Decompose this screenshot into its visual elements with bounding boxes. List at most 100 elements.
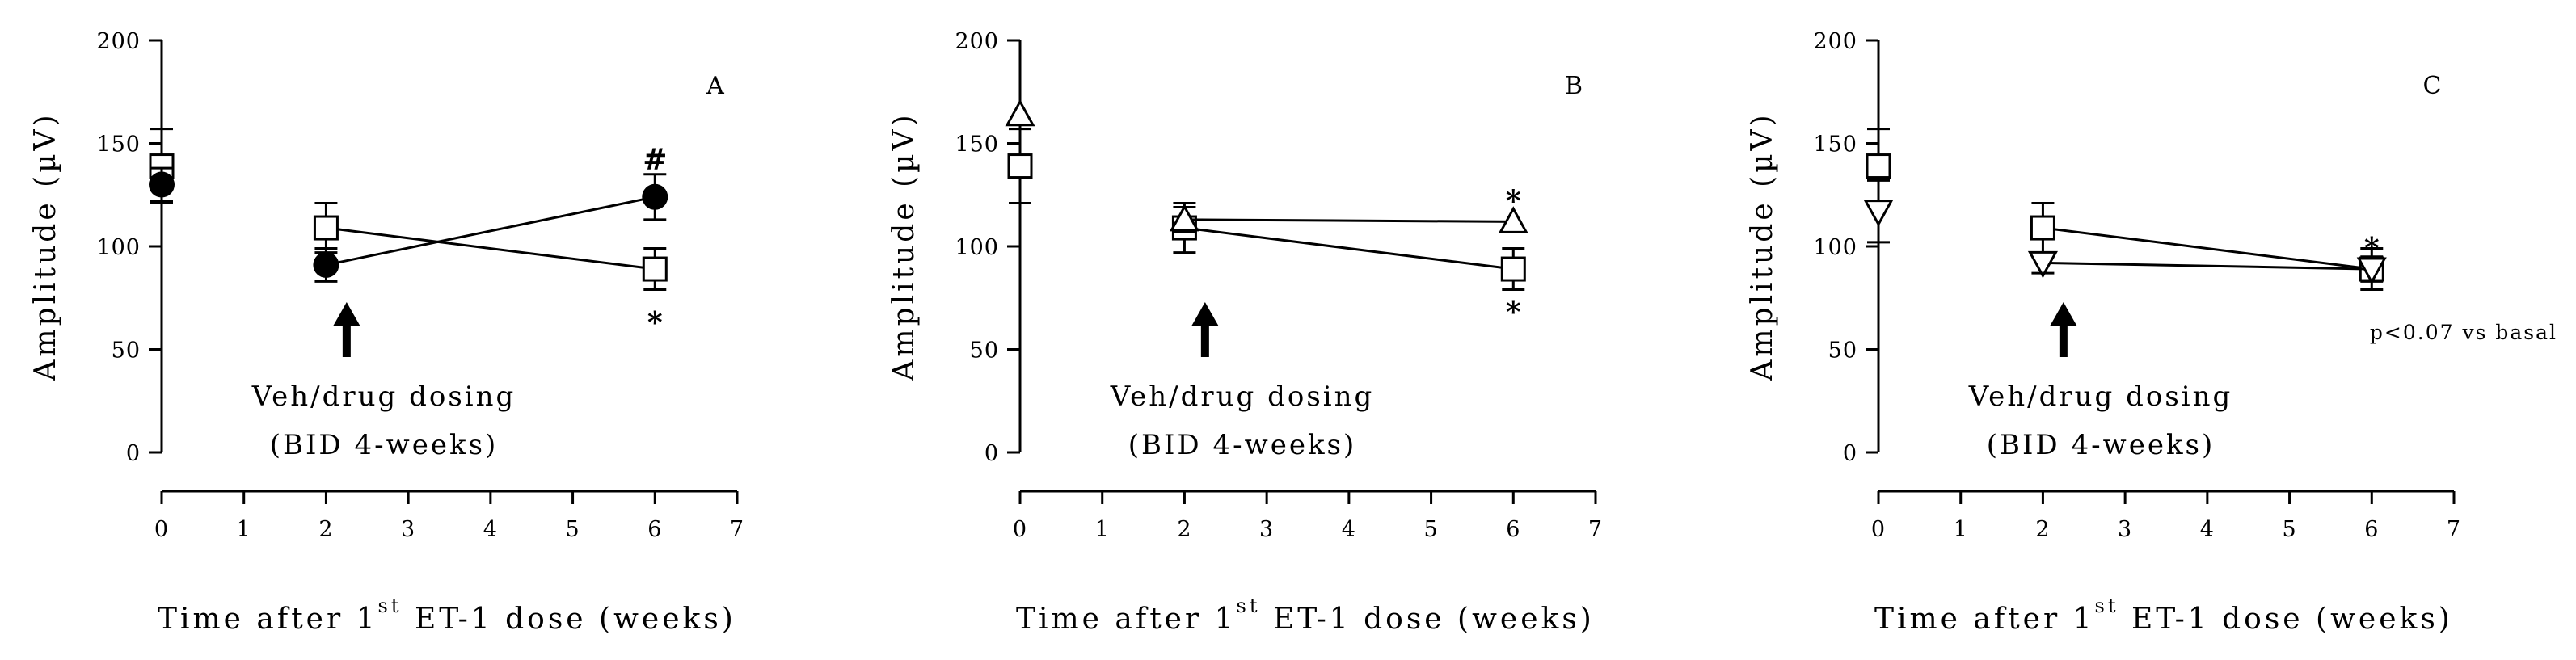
series-line xyxy=(326,226,656,271)
y-tick-label: 50 xyxy=(970,338,999,364)
x-tick-label: 2 xyxy=(318,517,333,542)
y-axis-label: Amplitude (µV) xyxy=(887,111,921,381)
dosing-arrow-head xyxy=(1191,302,1219,326)
x-tick-label: 7 xyxy=(730,517,744,542)
dosing-text: Veh/drug dosing xyxy=(1968,380,2233,413)
dosing-duration-text: (BID 4-weeks) xyxy=(1987,429,2216,461)
x-tick-label: 4 xyxy=(1342,517,1356,542)
x-axis-label-part: Time after 1 xyxy=(1874,603,2095,636)
significance-marker: * xyxy=(1506,184,1521,218)
y-tick-label: 100 xyxy=(1813,235,1857,260)
y-tick-label: 50 xyxy=(112,338,141,364)
data-point xyxy=(642,183,668,210)
x-tick-label: 5 xyxy=(1423,517,1438,542)
significance-marker: * xyxy=(647,305,663,339)
dosing-text: Veh/drug dosing xyxy=(1110,380,1375,413)
series-line xyxy=(2043,226,2372,271)
series-triangle-down-open xyxy=(1863,179,2387,285)
x-tick-label: 1 xyxy=(1954,517,1968,542)
y-tick-label: 200 xyxy=(96,29,141,54)
y-tick-label: 100 xyxy=(96,235,141,260)
x-axis-label-superscript: st xyxy=(378,595,403,617)
series-square-open xyxy=(1007,128,1526,292)
data-point xyxy=(1500,256,1526,282)
x-tick-label: 0 xyxy=(154,517,169,542)
y-tick-label: 200 xyxy=(955,29,999,54)
x-tick-label: 4 xyxy=(483,517,498,542)
data-point xyxy=(313,251,339,278)
x-tick-label: 3 xyxy=(401,517,415,542)
y-tick-label: 200 xyxy=(1813,29,1857,54)
y-tick-label: 150 xyxy=(96,132,141,158)
dosing-text: Veh/drug dosing xyxy=(251,380,516,413)
y-tick-label: 0 xyxy=(984,441,999,466)
y-tick-label: 0 xyxy=(126,441,141,466)
x-axis-label: Time after 1st ET-1 dose (weeks) xyxy=(1874,595,2453,636)
x-tick-label: 2 xyxy=(1177,517,1191,542)
x-tick-label: 0 xyxy=(1013,517,1027,542)
x-axis-label-superscript: st xyxy=(1237,595,1261,617)
y-tick-label: 100 xyxy=(955,235,999,260)
dosing-arrow-shaft xyxy=(1200,323,1209,357)
x-tick-label: 3 xyxy=(2118,517,2132,542)
dosing-duration-text: (BID 4-weeks) xyxy=(270,429,499,461)
panel-a: 0 50 100 150 200 0 1 2 3 4 5 6 7 Amplitude (µV) Time a… xyxy=(29,29,744,636)
x-axis-label-part: ET-1 dose (weeks) xyxy=(403,603,736,636)
y-tick-label: 150 xyxy=(955,132,999,158)
dosing-duration-text: (BID 4-weeks) xyxy=(1128,429,1357,461)
x-tick-label: 2 xyxy=(2035,517,2050,542)
data-point xyxy=(2030,215,2055,241)
x-tick-label: 6 xyxy=(2364,517,2379,542)
series-line xyxy=(1184,226,1514,271)
significance-marker: # xyxy=(643,143,667,177)
x-axis-label-superscript: st xyxy=(2095,595,2119,617)
panel-label: B xyxy=(1565,72,1583,100)
data-point xyxy=(1863,200,1894,227)
x-axis-label-part: ET-1 dose (weeks) xyxy=(2119,603,2453,636)
x-tick-label: 1 xyxy=(237,517,251,542)
x-axis-label: Time after 1st ET-1 dose (weeks) xyxy=(1016,595,1595,636)
x-tick-label: 1 xyxy=(1095,517,1110,542)
x-tick-label: 6 xyxy=(1506,517,1520,542)
series-line xyxy=(1184,218,1514,223)
panel-c: 0 50 100 150 200 0 1 2 3 4 5 6 7 Amplitude (µV) Time a… xyxy=(1746,29,2557,636)
data-point xyxy=(642,256,668,282)
data-point xyxy=(1169,204,1199,232)
significance-marker: * xyxy=(2364,232,2380,266)
series-triangle-up-open xyxy=(1005,99,1528,233)
data-point xyxy=(2027,250,2058,279)
x-tick-label: 0 xyxy=(1871,517,1886,542)
dosing-arrow-head xyxy=(2049,302,2077,326)
y-tick-label: 150 xyxy=(1813,132,1857,158)
panel-label: C xyxy=(2423,72,2442,100)
dosing-arrow-head xyxy=(332,302,360,326)
significance-marker: * xyxy=(1506,296,1521,330)
x-tick-label: 4 xyxy=(2200,517,2215,542)
series-line xyxy=(2043,261,2372,271)
panel-label: A xyxy=(706,72,724,100)
y-tick-label: 50 xyxy=(1828,338,1857,364)
panel-b: 0 50 100 150 200 0 1 2 3 4 5 6 7 Amplitude (µV) Time a… xyxy=(887,29,1603,636)
x-tick-label: 3 xyxy=(1259,517,1274,542)
data-point xyxy=(149,171,175,198)
x-axis-label-part: Time after 1 xyxy=(1016,603,1237,636)
x-axis-label-part: ET-1 dose (weeks) xyxy=(1261,603,1595,636)
data-point xyxy=(1005,99,1035,127)
x-tick-label: 6 xyxy=(647,517,662,542)
x-tick-label: 5 xyxy=(565,517,580,542)
x-tick-label: 7 xyxy=(1588,517,1603,542)
data-point xyxy=(1498,206,1528,233)
dosing-arrow-shaft xyxy=(342,323,351,357)
x-axis-label: Time after 1st ET-1 dose (weeks) xyxy=(158,595,736,636)
data-point xyxy=(1007,153,1033,179)
series-square-open xyxy=(149,128,668,292)
significance-note: p<0.07 vs basal xyxy=(2370,321,2557,344)
x-tick-label: 7 xyxy=(2447,517,2461,542)
x-tick-label: 5 xyxy=(2282,517,2296,542)
y-axis-label: Amplitude (µV) xyxy=(1746,111,1779,381)
data-point xyxy=(1866,153,1891,179)
data-point xyxy=(313,215,339,241)
series-line xyxy=(326,195,656,267)
